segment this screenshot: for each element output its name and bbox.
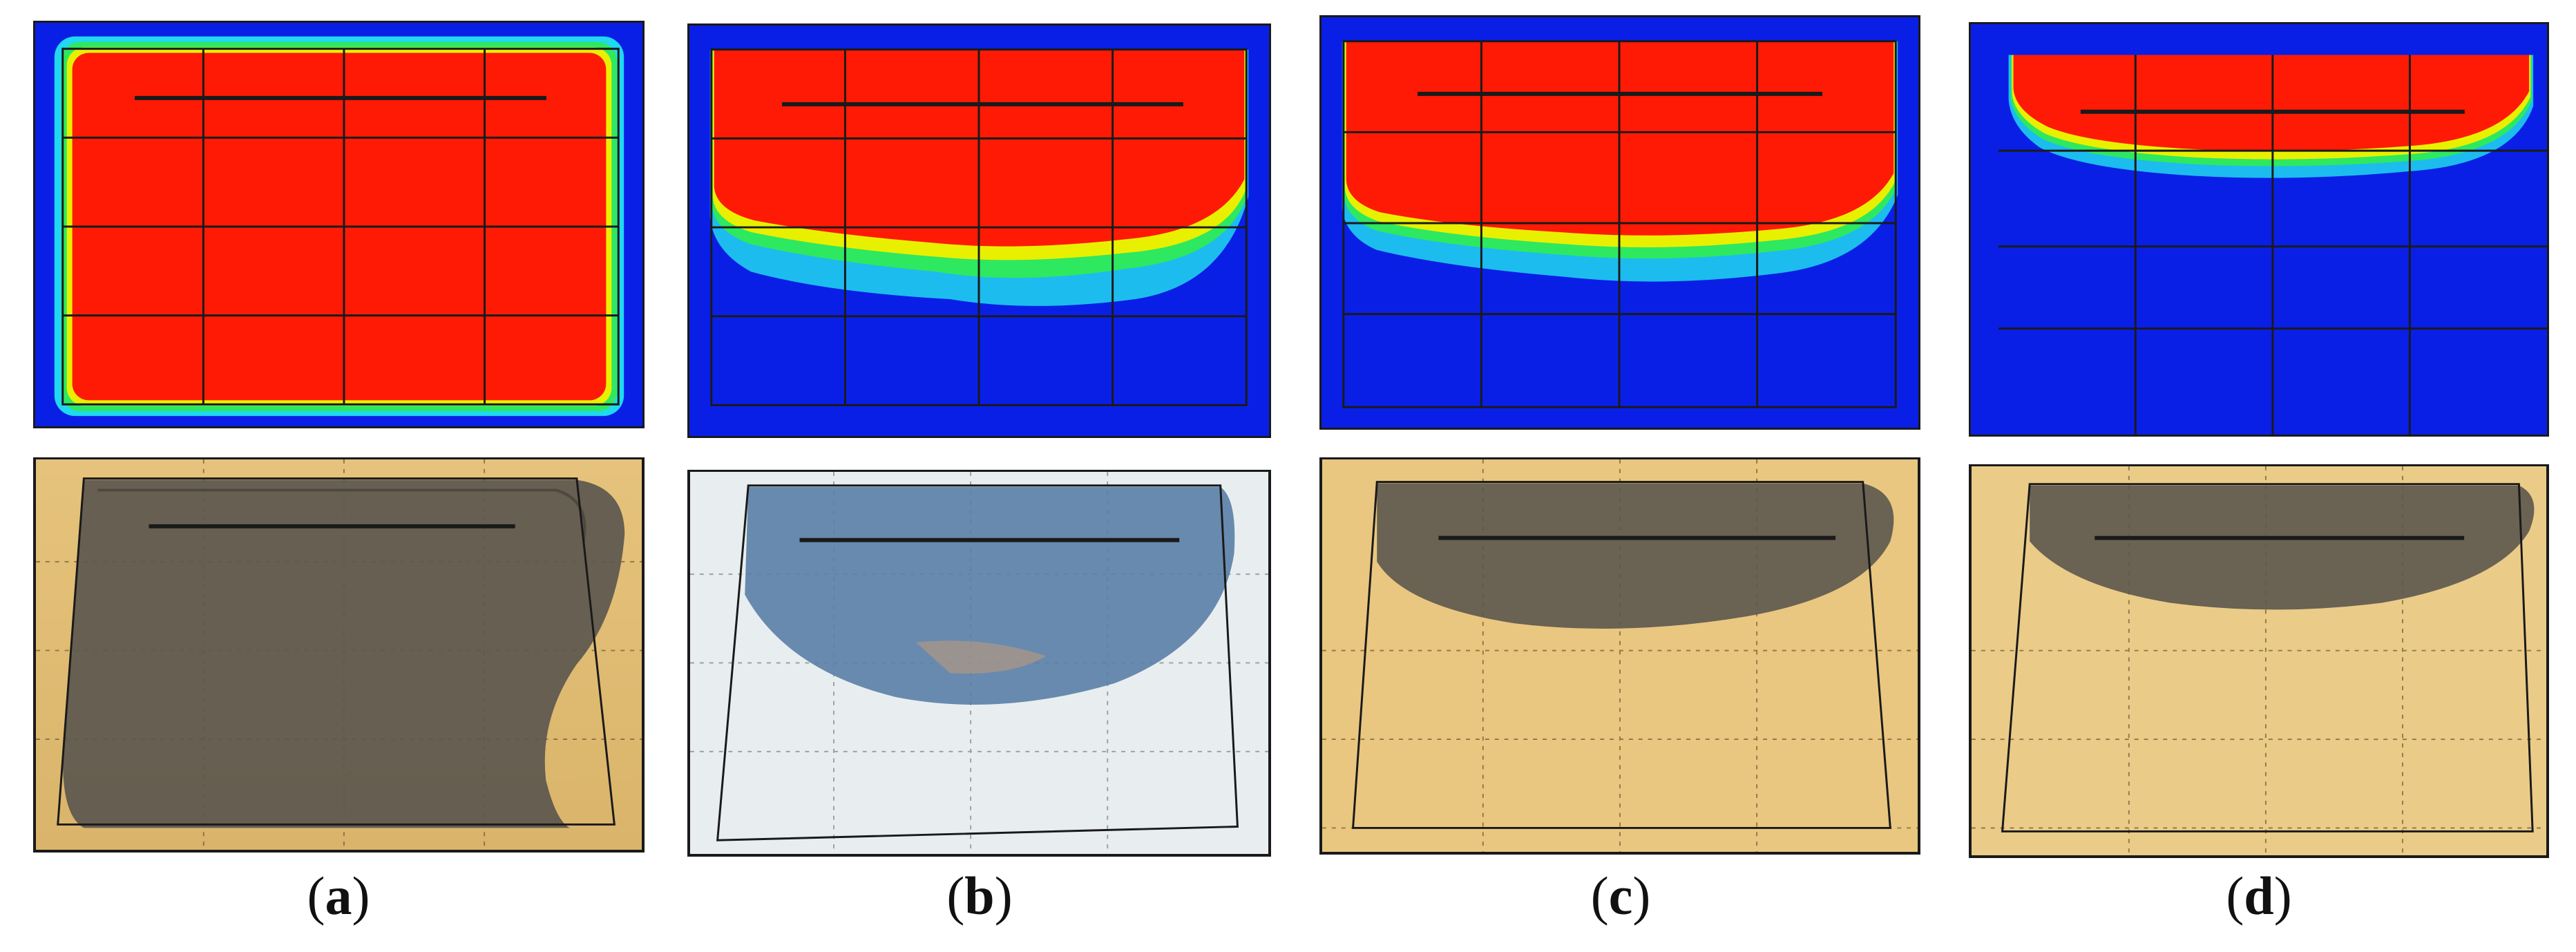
grid-lines [1998,55,2547,435]
filled-region [1377,483,1894,629]
caption-d: (d) [2226,866,2292,926]
filled-region [63,479,625,828]
mold-outline [2001,483,2534,832]
simulation-panel-c [1319,15,1920,430]
caption-b: (b) [946,866,1013,926]
grid-lines [61,48,620,406]
photo-panel-d [1969,464,2549,858]
photo-panel-b [687,470,1271,857]
caption-c: (c) [1590,866,1651,926]
mold-outline [1351,481,1891,829]
photo-panel-c [1319,457,1920,855]
caption-a: (a) [307,866,370,926]
photo-panel-a [33,457,645,853]
grid-lines [710,48,1248,406]
filled-region [2013,55,2530,151]
grid-lines [1342,40,1897,408]
mold-outline [57,477,616,826]
filled-region [2030,485,2535,610]
simulation-panel-a [33,21,645,428]
simulation-panel-d [1969,22,2549,437]
mold-outline [716,484,1239,841]
simulation-panel-b [687,23,1271,438]
